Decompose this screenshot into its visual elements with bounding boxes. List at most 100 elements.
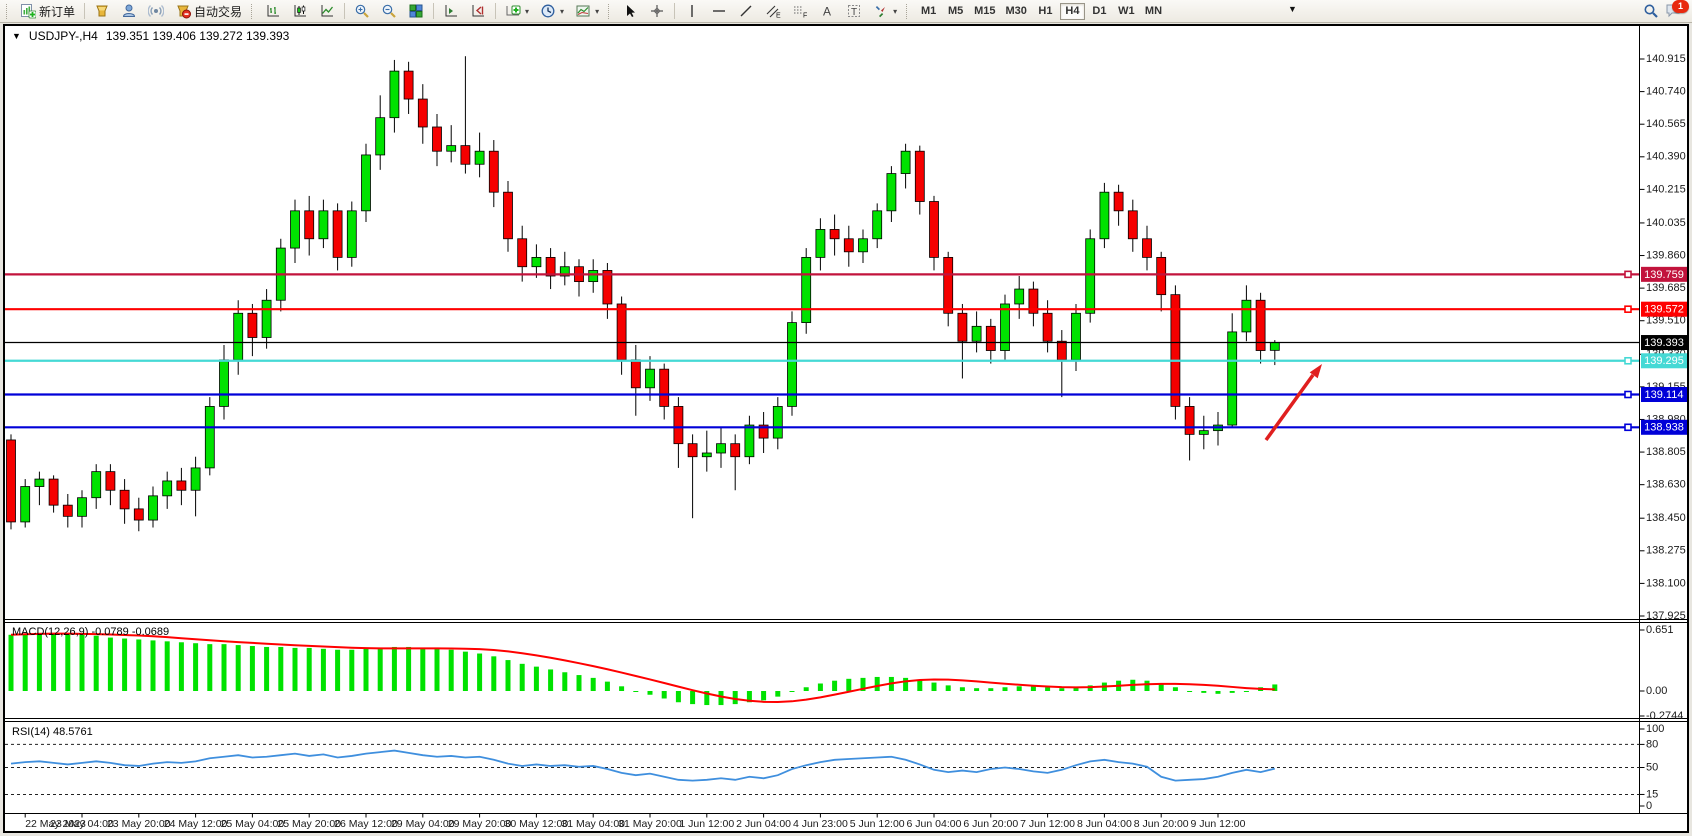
timeframe-button-mn[interactable]: MN	[1141, 3, 1166, 20]
price-tick-label: 140.390	[1646, 151, 1686, 163]
time-axis-label: 8 Jun 20:00	[1134, 818, 1189, 830]
time-axis-label: 25 May 04:00	[221, 818, 285, 830]
autotrading-icon	[177, 5, 192, 19]
toolbar-overflow-icon[interactable]: ▼	[1288, 4, 1297, 14]
price-line-label: 139.759	[1644, 269, 1684, 281]
candlestick-chart-button[interactable]	[287, 2, 313, 21]
separator	[433, 3, 435, 19]
macd-indicator-label: MACD(12,26,9) -0.0789 -0.0689	[12, 626, 170, 638]
chart-svg[interactable]: 140.915 140.740 140.565 140.390 140.215 140.0…	[5, 26, 1687, 831]
timeframe-button-h1[interactable]: H1	[1033, 3, 1058, 20]
data-window-button[interactable]	[116, 2, 142, 21]
chart-shift-button[interactable]	[465, 2, 491, 21]
fibonacci-letter: F	[803, 13, 807, 20]
arrows-button[interactable]: ▾	[868, 2, 902, 21]
zoom-out-icon	[382, 4, 396, 18]
periods-button[interactable]: ▾	[535, 2, 569, 21]
chat-button[interactable]: 1	[1665, 0, 1689, 20]
timeframe-button-w1[interactable]: W1	[1114, 3, 1139, 20]
separator	[344, 3, 346, 19]
chart-window[interactable]: ▼ USDJPY-,H4 139.351 139.406 139.272 139…	[3, 24, 1689, 833]
zoom-in-button[interactable]	[349, 2, 375, 21]
text-icon: A	[823, 5, 831, 19]
annotation-arrow-head	[1309, 364, 1322, 379]
autotrading-button[interactable]: 自动交易	[170, 2, 247, 21]
toolbar-grip	[608, 3, 613, 19]
timeframe-button-h4[interactable]: H4	[1059, 2, 1085, 20]
text-letter: A	[823, 5, 831, 19]
timeframe-button-d1[interactable]: D1	[1087, 3, 1112, 20]
indicators-button[interactable]: ▾	[500, 2, 534, 21]
crosshair-button[interactable]	[644, 2, 670, 21]
auto-scroll-icon	[445, 5, 458, 17]
indicators-icon	[506, 5, 521, 16]
text-label-icon: T	[848, 5, 861, 18]
vertical-line-button[interactable]	[679, 2, 705, 21]
macd-axis-label: 0.651	[1646, 624, 1674, 636]
text-label-button[interactable]: T	[841, 2, 867, 21]
fibonacci-button[interactable]: F	[787, 2, 813, 21]
templates-button[interactable]: ▾	[570, 2, 604, 21]
chart-symbol-period: USDJPY-,H4	[28, 29, 98, 43]
fibonacci-icon: F	[794, 6, 807, 20]
timeframe-button-m1[interactable]: M1	[916, 3, 941, 20]
label-letter: T	[851, 7, 857, 18]
toolbar-right: 1	[1643, 0, 1689, 20]
toolbar-grip	[906, 3, 911, 19]
time-axis-label: 2 Jun 04:00	[736, 818, 791, 830]
bar-chart-button[interactable]	[260, 2, 286, 21]
signal-icon	[148, 5, 165, 17]
tile-windows-icon	[409, 4, 423, 18]
time-axis-label: 31 May 20:00	[618, 818, 682, 830]
new-order-label: 新订单	[39, 4, 76, 19]
chevron-down-icon: ▾	[560, 6, 565, 16]
trendline-button[interactable]	[733, 2, 759, 21]
line-chart-button[interactable]	[314, 2, 340, 21]
time-axis-label: 26 May 12:00	[334, 818, 398, 830]
time-axis-label: 6 Jun 04:00	[907, 818, 962, 830]
auto-scroll-button[interactable]	[438, 2, 464, 21]
toolbar-grip	[251, 3, 256, 19]
time-axis-label: 22 May 2023	[25, 818, 86, 830]
toolbar-grip	[6, 3, 11, 19]
price-line-label: 139.295	[1644, 355, 1684, 367]
market-watch-button[interactable]	[89, 2, 115, 21]
vertical-line-icon	[691, 5, 693, 17]
timeframe-button-m5[interactable]: M5	[943, 3, 968, 20]
separator	[674, 3, 676, 19]
time-axis-label: 23 May 20:00	[107, 818, 171, 830]
equidistant-channel-button[interactable]: E	[760, 2, 786, 21]
price-tick-label: 138.450	[1646, 512, 1686, 524]
current-price-label: 139.393	[1644, 337, 1684, 349]
search-icon[interactable]	[1643, 3, 1659, 19]
time-axis-label: 31 May 04:00	[561, 818, 625, 830]
crosshair-icon	[651, 5, 664, 17]
zoom-out-button[interactable]	[376, 2, 402, 21]
time-axis-label: 29 May 20:00	[448, 818, 512, 830]
text-button[interactable]: A	[814, 2, 840, 21]
price-line-label: 139.572	[1644, 304, 1684, 316]
price-tick-label: 138.100	[1646, 577, 1686, 589]
separator	[495, 3, 497, 19]
time-axis-label: 29 May 04:00	[391, 818, 455, 830]
price-tick-label: 140.035	[1646, 217, 1686, 229]
price-tick-label: 140.740	[1646, 86, 1686, 98]
price-tick-label: 137.925	[1646, 610, 1686, 622]
channel-letter: E	[776, 13, 781, 20]
time-axis-label: 5 Jun 12:00	[850, 818, 905, 830]
rsi-axis-label: 80	[1646, 738, 1658, 750]
macd-axis-label: 0.00	[1646, 685, 1667, 697]
signal-button[interactable]	[143, 2, 169, 21]
price-tick-label: 138.805	[1646, 446, 1686, 458]
horizontal-line-button[interactable]	[706, 2, 732, 21]
data-window-icon	[123, 4, 136, 17]
separator	[84, 3, 86, 19]
rsi-axis-label: 50	[1646, 761, 1658, 773]
symbol-dropdown-icon[interactable]: ▼	[12, 31, 21, 41]
new-order-button[interactable]: 新订单	[15, 2, 80, 21]
arrows-icon	[875, 6, 886, 18]
timeframe-button-m15[interactable]: M15	[970, 3, 999, 20]
cursor-button[interactable]	[617, 2, 643, 21]
timeframe-button-m30[interactable]: M30	[1002, 3, 1031, 20]
tile-windows-button[interactable]	[403, 2, 429, 21]
